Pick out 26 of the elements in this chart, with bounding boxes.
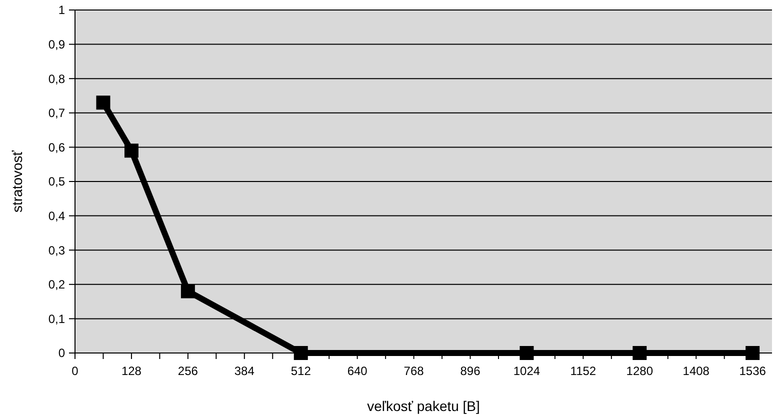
x-tick-label: 640 bbox=[347, 364, 368, 378]
x-tick-label: 384 bbox=[234, 364, 255, 378]
x-tick-label: 1408 bbox=[682, 364, 710, 378]
x-tick-label: 1280 bbox=[626, 364, 654, 378]
y-tick-label: 0,5 bbox=[48, 174, 66, 189]
y-tick-label: 0,3 bbox=[48, 243, 66, 258]
x-tick-label: 1536 bbox=[739, 364, 766, 378]
y-tick-label: 0,9 bbox=[48, 38, 66, 52]
x-tick-label: 0 bbox=[72, 364, 79, 378]
x-tick-label: 1152 bbox=[570, 364, 596, 378]
y-tick-label: 0,1 bbox=[48, 312, 66, 326]
y-tick-label: 1 bbox=[58, 3, 66, 18]
x-tick-label: 256 bbox=[178, 364, 198, 378]
y-tick-label: 0,2 bbox=[48, 278, 66, 292]
y-tick-label: 0,8 bbox=[48, 72, 66, 86]
y-axis-title: stratovosť bbox=[9, 150, 25, 213]
x-tick-label: 768 bbox=[404, 364, 424, 378]
x-tick-label: 512 bbox=[290, 364, 312, 378]
x-tick-label: 896 bbox=[460, 364, 481, 378]
y-tick-label: 0,6 bbox=[48, 140, 66, 154]
x-tick-label: 128 bbox=[121, 364, 142, 378]
y-tick-label: 0 bbox=[58, 346, 66, 360]
x-tick-label: 1024 bbox=[513, 364, 540, 378]
x-axis-title: veľkosť paketu [B] bbox=[367, 398, 480, 414]
y-tick-label: 0,7 bbox=[48, 106, 66, 120]
y-tick-label: 0,4 bbox=[48, 209, 66, 223]
